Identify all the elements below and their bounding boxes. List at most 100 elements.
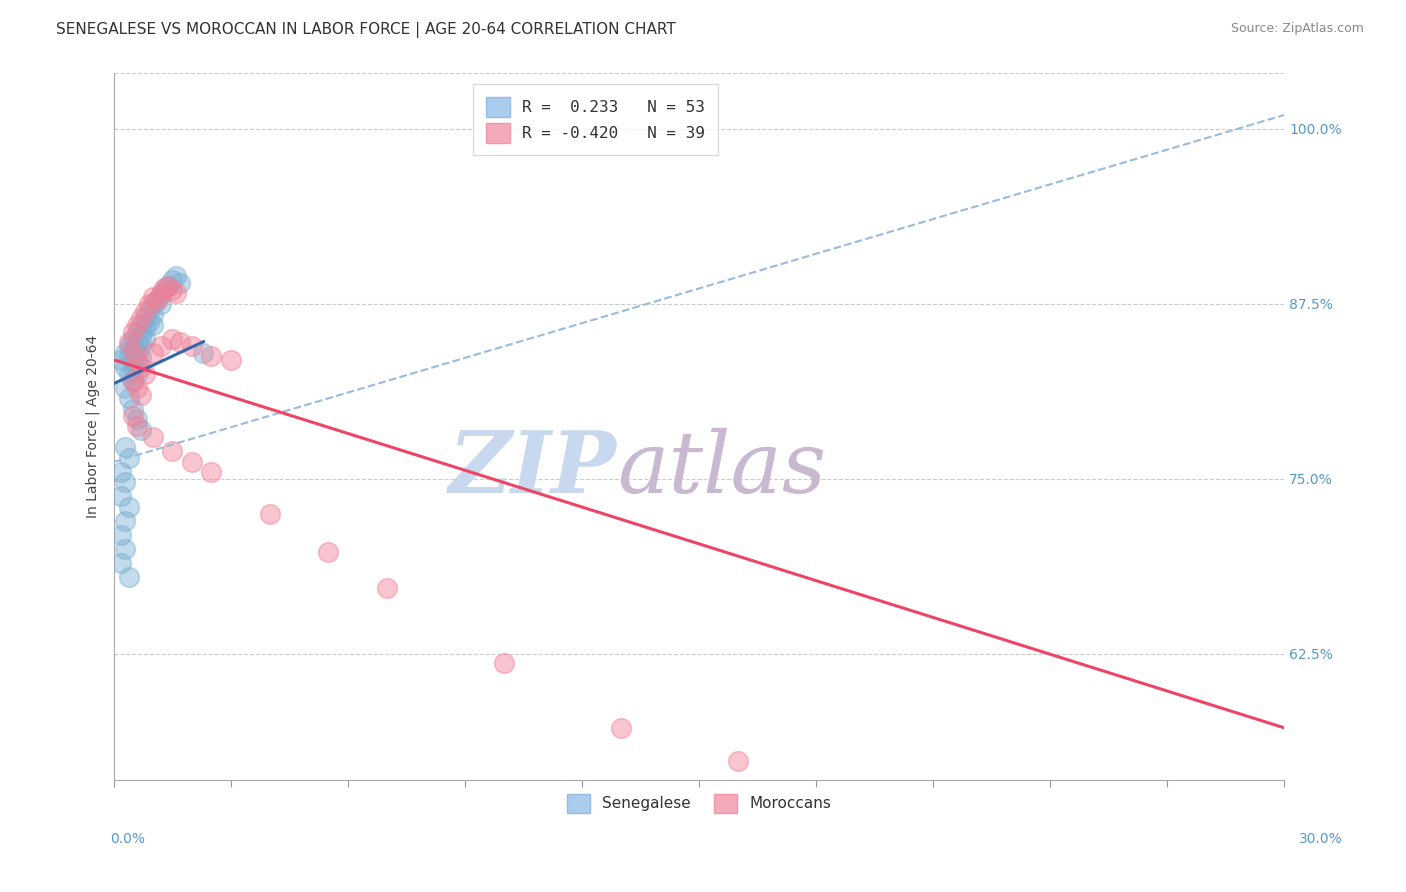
Point [160, 273, 183, 287]
Point [200, 349, 222, 363]
Point [318, 544, 340, 558]
Point [122, 346, 145, 360]
Point [110, 352, 132, 367]
Point [138, 303, 160, 318]
Point [142, 346, 165, 360]
Point [129, 318, 152, 332]
Point [118, 500, 141, 514]
Point [129, 359, 152, 374]
Point [114, 475, 136, 489]
Point [127, 418, 149, 433]
Point [610, 721, 633, 735]
Point [129, 350, 152, 364]
Point [122, 409, 145, 423]
Point [114, 541, 136, 556]
Point [127, 357, 149, 371]
Point [129, 339, 152, 353]
Point [142, 430, 165, 444]
Point [110, 465, 132, 479]
Point [145, 293, 167, 307]
Legend: Senegalese, Moroccans: Senegalese, Moroccans [555, 782, 844, 825]
Point [134, 303, 156, 318]
Point [122, 332, 145, 346]
Point [127, 346, 149, 360]
Point [127, 367, 149, 381]
Point [134, 310, 156, 325]
Point [153, 283, 176, 297]
Point [200, 465, 222, 479]
Point [149, 339, 172, 353]
Text: Source: ZipAtlas.com: Source: ZipAtlas.com [1230, 22, 1364, 36]
Point [142, 297, 165, 311]
Point [142, 318, 165, 332]
Point [160, 332, 183, 346]
Point [142, 308, 165, 322]
Point [127, 381, 149, 395]
Text: atlas: atlas [617, 427, 827, 510]
Point [157, 278, 180, 293]
Text: ZIP: ZIP [449, 427, 617, 510]
Point [127, 318, 149, 332]
Point [110, 527, 132, 541]
Point [114, 359, 136, 374]
Point [114, 514, 136, 528]
Point [118, 339, 141, 353]
Point [169, 334, 191, 349]
Point [145, 293, 167, 307]
Point [259, 507, 281, 521]
Point [127, 352, 149, 367]
Point [149, 287, 172, 301]
Point [122, 325, 145, 339]
Point [127, 411, 149, 425]
Point [138, 315, 160, 329]
Point [114, 440, 136, 454]
Point [118, 450, 141, 465]
Point [129, 423, 152, 437]
Point [169, 276, 191, 290]
Text: SENEGALESE VS MOROCCAN IN LABOR FORCE | AGE 20-64 CORRELATION CHART: SENEGALESE VS MOROCCAN IN LABOR FORCE | … [56, 22, 676, 38]
Point [129, 329, 152, 343]
Point [122, 401, 145, 416]
Point [180, 339, 202, 353]
Point [118, 570, 141, 584]
Point [160, 283, 183, 297]
Point [127, 325, 149, 339]
Point [149, 287, 172, 301]
Point [138, 297, 160, 311]
Text: 30.0%: 30.0% [1299, 832, 1343, 846]
Point [129, 310, 152, 325]
Point [118, 334, 141, 349]
Text: 0.0%: 0.0% [110, 832, 145, 846]
Point [727, 755, 749, 769]
Point [180, 455, 202, 469]
Point [134, 332, 156, 346]
Point [122, 342, 145, 356]
Point [165, 268, 187, 283]
Point [110, 489, 132, 503]
Point [375, 581, 398, 595]
Point [122, 374, 145, 388]
Point [122, 352, 145, 367]
Point [114, 346, 136, 360]
Y-axis label: In Labor Force | Age 20-64: In Labor Force | Age 20-64 [86, 334, 100, 518]
Point [122, 362, 145, 376]
Point [110, 556, 132, 570]
Point [134, 367, 156, 381]
Point [153, 281, 176, 295]
Point [149, 297, 172, 311]
Point [122, 374, 145, 388]
Point [129, 388, 152, 402]
Point [142, 290, 165, 304]
Point [118, 367, 141, 381]
Point [114, 381, 136, 395]
Point [118, 349, 141, 363]
Point [127, 336, 149, 351]
Point [160, 443, 183, 458]
Point [492, 657, 515, 671]
Point [134, 320, 156, 334]
Point [193, 346, 215, 360]
Point [157, 278, 180, 293]
Point [219, 352, 242, 367]
Point [165, 285, 187, 300]
Point [118, 391, 141, 405]
